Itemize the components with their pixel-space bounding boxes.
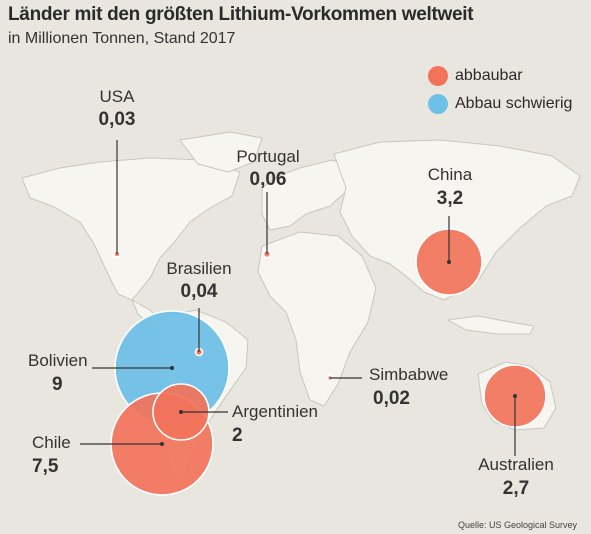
label-argentinien: Argentinien xyxy=(232,402,318,421)
source-credit: Quelle: US Geological Survey xyxy=(457,520,577,530)
africa-land xyxy=(257,231,377,407)
value-china: 3,2 xyxy=(437,188,463,209)
label-australien: Australien xyxy=(478,455,554,474)
center-dot-australien xyxy=(513,394,517,398)
indonesia-land xyxy=(446,315,535,335)
label-china: China xyxy=(428,165,473,184)
leader-lines xyxy=(80,140,516,456)
label-simbabwe: Simbabwe xyxy=(369,365,448,384)
center-dot-chile xyxy=(160,442,164,446)
center-dot-argentinien xyxy=(179,410,183,414)
legend-swatch-schwierig xyxy=(428,94,448,114)
europe-land xyxy=(261,159,353,231)
north-america-land xyxy=(21,157,241,301)
greenland-land xyxy=(179,131,263,173)
label-brasilien: Brasilien xyxy=(166,259,231,278)
value-simbabwe: 0,02 xyxy=(373,388,410,409)
label-portugal: Portugal xyxy=(236,147,299,166)
bubble-centers xyxy=(160,260,517,446)
center-dot-bolivien xyxy=(170,366,174,370)
legend-swatch-abbaubar xyxy=(428,66,448,86)
value-portugal: 0,06 xyxy=(250,169,287,190)
label-bolivien: Bolivien xyxy=(28,351,88,370)
value-bolivien: 9 xyxy=(52,374,63,395)
legend-item-abbaubar: abbaubar xyxy=(428,62,572,90)
value-brasilien: 0,04 xyxy=(181,281,218,302)
value-argentinien: 2 xyxy=(232,425,243,446)
asia-land xyxy=(333,139,581,301)
country-labels: USA 0,03 Portugal 0,06 China 3,2 Brasili… xyxy=(28,87,554,499)
label-chile: Chile xyxy=(32,433,71,452)
map-subtitle: in Millionen Tonnen, Stand 2017 xyxy=(8,30,236,47)
legend-label-schwierig: Abbau schwierig xyxy=(455,95,573,112)
value-australien: 2,7 xyxy=(503,478,529,499)
legend-label-abbaubar: abbaubar xyxy=(455,67,523,84)
value-chile: 7,5 xyxy=(32,456,59,477)
center-dot-china xyxy=(447,260,451,264)
landmasses xyxy=(21,131,581,481)
map-title: Länder mit den größten Lithium-Vorkommen… xyxy=(8,4,474,25)
label-usa: USA xyxy=(100,87,136,106)
legend-item-schwierig: Abbau schwierig xyxy=(428,90,572,118)
legend: abbaubar Abbau schwierig xyxy=(428,62,572,118)
value-usa: 0,03 xyxy=(99,109,136,130)
